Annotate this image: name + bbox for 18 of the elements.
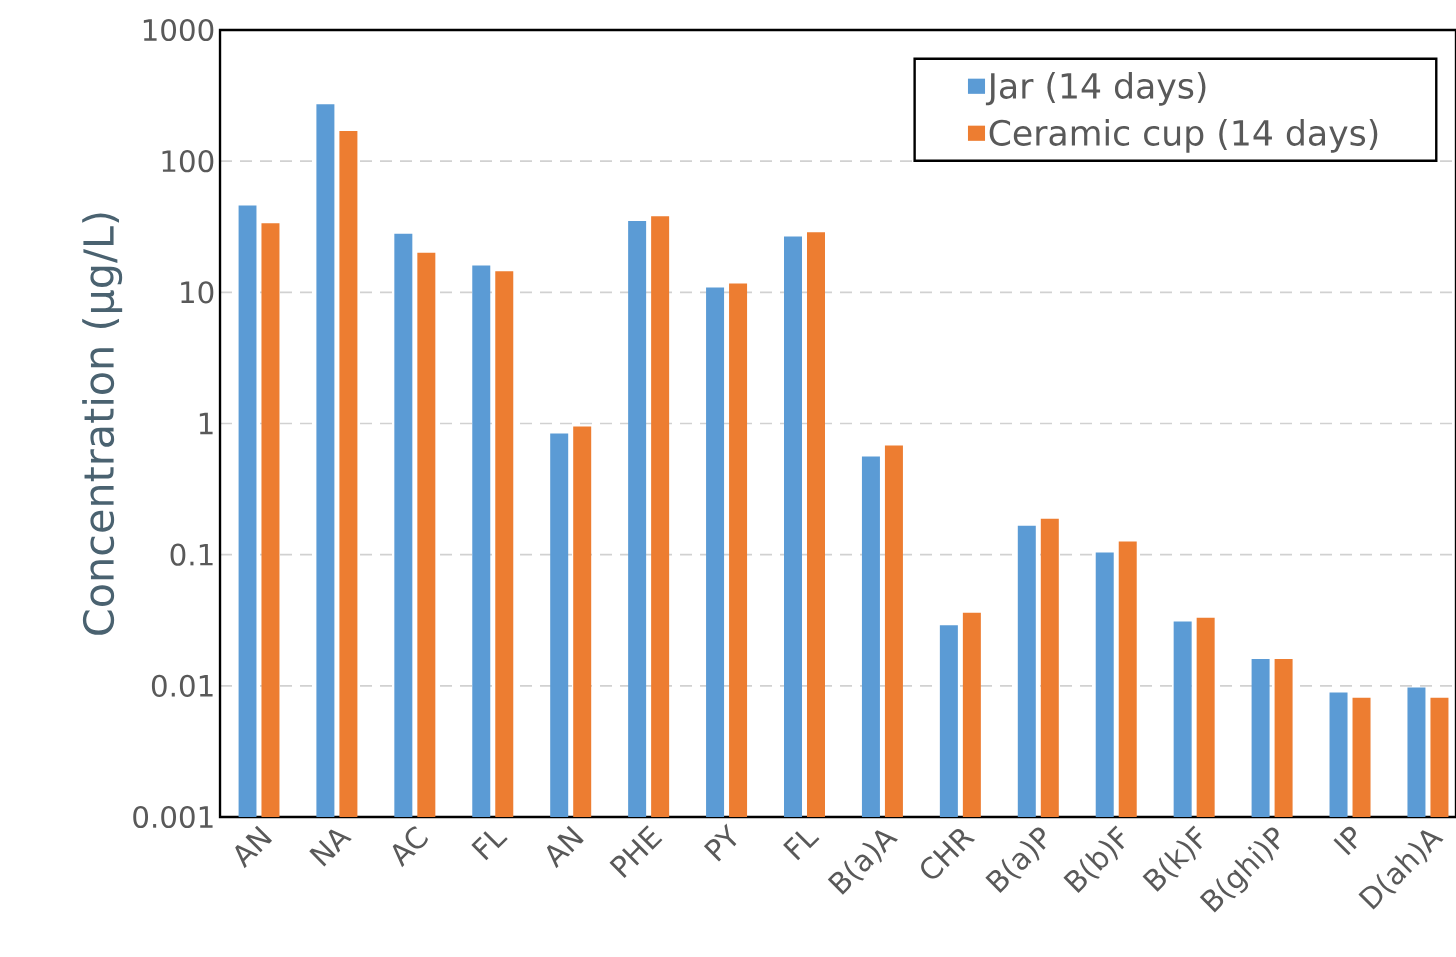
y-tick-label: 1 bbox=[199, 412, 213, 435]
y-tick-label: 0.1 bbox=[170, 543, 213, 566]
x-tick-label: PY bbox=[703, 823, 737, 862]
y-tick-label: 100 bbox=[162, 150, 214, 173]
legend-label: Ceramic cup (14 days) bbox=[989, 119, 1378, 153]
x-tick-label: AC bbox=[392, 826, 428, 868]
y-tick-label: 0.01 bbox=[151, 674, 213, 697]
x-tick-label: FL bbox=[471, 831, 508, 861]
x-tick-label: NA bbox=[309, 829, 352, 867]
x-tick-label: FL bbox=[783, 831, 820, 861]
x-tick-label: IP bbox=[1333, 826, 1357, 856]
x-tick-label: AN bbox=[235, 825, 273, 869]
y-tick-label: 0.001 bbox=[133, 805, 213, 829]
y-axis-title: Concentration (µg/L) bbox=[82, 213, 123, 635]
legend-label: Jar (14 days) bbox=[985, 72, 1206, 106]
y-tick-label: 1000 bbox=[143, 18, 214, 42]
x-tick-label: AN bbox=[546, 825, 584, 869]
y-tick-label: 10 bbox=[181, 281, 214, 304]
